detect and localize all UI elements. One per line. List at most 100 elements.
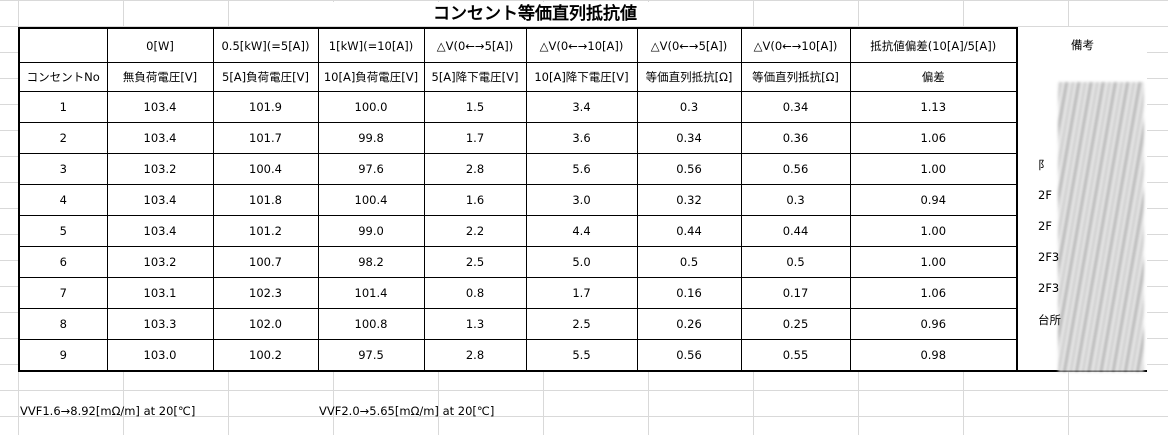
table-row: 5 103.4 101.2 99.0 2.2 4.4 0.44 0.44 1.00 xyxy=(18,215,1147,247)
table-row: 4 103.4 101.8 100.4 1.6 3.0 0.32 0.3 0.94 xyxy=(18,184,1147,216)
table-row: 2 103.4 101.7 99.8 1.7 3.6 0.34 0.36 1.06 xyxy=(18,122,1147,154)
value-cell: 1.00 xyxy=(849,215,1018,247)
header-cell: 等価直列抵抗[Ω] xyxy=(740,62,851,92)
value-cell: 101.7 xyxy=(212,122,319,154)
remark-fragment: 2F xyxy=(1038,188,1052,202)
value-cell: 103.2 xyxy=(106,153,214,185)
value-cell: 1.00 xyxy=(849,246,1018,278)
value-cell: 5.0 xyxy=(525,246,638,278)
remark-fragment: 2F3 xyxy=(1038,281,1060,295)
value-cell: 103.4 xyxy=(106,122,214,154)
value-cell: 101.8 xyxy=(212,184,319,216)
value-cell: 102.3 xyxy=(212,277,319,309)
remark-fragment: 2F3 xyxy=(1038,250,1060,264)
value-cell: 103.2 xyxy=(106,246,214,278)
value-cell: 100.2 xyxy=(212,339,319,372)
outlet-number-cell: 4 xyxy=(18,184,108,216)
value-cell: 101.4 xyxy=(317,277,425,309)
remark-fragment: 台所 xyxy=(1038,313,1061,327)
sheet-title: コンセント等価直列抵抗値 xyxy=(330,2,740,26)
value-cell: 100.4 xyxy=(317,184,425,216)
value-cell: 101.2 xyxy=(212,215,319,247)
table-row: 7 103.1 102.3 101.4 0.8 1.7 0.16 0.17 1.06 xyxy=(18,277,1147,309)
value-cell: 1.06 xyxy=(849,277,1018,309)
value-cell: 1.3 xyxy=(423,308,527,340)
value-cell: 2.5 xyxy=(525,308,638,340)
header-cell: 1[kW](=10[A]) xyxy=(317,27,425,63)
header-cell: 10[A]負荷電圧[V] xyxy=(317,62,425,92)
value-cell: 1.5 xyxy=(423,91,527,123)
value-cell: 0.98 xyxy=(849,339,1018,372)
value-cell: 3.4 xyxy=(525,91,638,123)
value-cell: 0.34 xyxy=(740,91,851,123)
header-cell: 抵抗値偏差(10[A]/5[A]) xyxy=(849,27,1018,63)
header-cell: 無負荷電圧[V] xyxy=(106,62,214,92)
value-cell: 0.56 xyxy=(636,339,742,372)
table-row: 6 103.2 100.7 98.2 2.5 5.0 0.5 0.5 1.00 xyxy=(18,246,1147,278)
value-cell: 0.8 xyxy=(423,277,527,309)
header-cell: コンセントNo xyxy=(18,62,108,92)
value-cell: 2.2 xyxy=(423,215,527,247)
remark-fragment: 2F xyxy=(1038,219,1052,233)
header-cell: 5[A]負荷電圧[V] xyxy=(212,62,319,92)
value-cell: 103.4 xyxy=(106,215,214,247)
value-cell: 2.8 xyxy=(423,153,527,185)
value-cell: 103.1 xyxy=(106,277,214,309)
value-cell: 0.94 xyxy=(849,184,1018,216)
footer-note-vvf20: VVF2.0→5.65[mΩ/m] at 20[℃] xyxy=(319,404,495,418)
value-cell: 99.8 xyxy=(317,122,425,154)
value-cell: 0.34 xyxy=(636,122,742,154)
value-cell: 2.5 xyxy=(423,246,527,278)
outlet-number-cell: 8 xyxy=(18,308,108,340)
value-cell: 4.4 xyxy=(525,215,638,247)
value-cell: 0.3 xyxy=(636,91,742,123)
table-row: 1 103.4 101.9 100.0 1.5 3.4 0.3 0.34 1.13 xyxy=(18,91,1147,123)
header-row-units: 0[W] 0.5[kW](=5[A]) 1[kW](=10[A]) △V(0←→… xyxy=(18,27,1147,63)
value-cell: 1.7 xyxy=(423,122,527,154)
value-cell: 0.55 xyxy=(740,339,851,372)
value-cell: 5.5 xyxy=(525,339,638,372)
header-cell: △V(0←→10[A]) xyxy=(740,27,851,63)
value-cell: 0.36 xyxy=(740,122,851,154)
header-cell: 0.5[kW](=5[A]) xyxy=(212,27,319,63)
outlet-number-cell: 2 xyxy=(18,122,108,154)
value-cell: 97.6 xyxy=(317,153,425,185)
header-cell: 偏差 xyxy=(849,62,1018,92)
header-cell: △V(0←→5[A]) xyxy=(636,27,742,63)
value-cell: 0.5 xyxy=(636,246,742,278)
header-cell: 等価直列抵抗[Ω] xyxy=(636,62,742,92)
value-cell: 3.0 xyxy=(525,184,638,216)
value-cell: 0.26 xyxy=(636,308,742,340)
header-cell: 0[W] xyxy=(106,27,214,63)
value-cell: 1.13 xyxy=(849,91,1018,123)
value-cell: 99.0 xyxy=(317,215,425,247)
outlet-number-cell: 1 xyxy=(18,91,108,123)
value-cell: 100.4 xyxy=(212,153,319,185)
value-cell: 98.2 xyxy=(317,246,425,278)
value-cell: 103.0 xyxy=(106,339,214,372)
resistance-table: 0[W] 0.5[kW](=5[A]) 1[kW](=10[A]) △V(0←→… xyxy=(18,27,1147,372)
value-cell: 0.96 xyxy=(849,308,1018,340)
header-cell-remarks: 備考 xyxy=(1071,38,1094,53)
value-cell: 0.44 xyxy=(740,215,851,247)
value-cell: 102.0 xyxy=(212,308,319,340)
value-cell: 103.4 xyxy=(106,91,214,123)
outlet-number-cell: 3 xyxy=(18,153,108,185)
value-cell: 100.8 xyxy=(317,308,425,340)
value-cell: 0.25 xyxy=(740,308,851,340)
value-cell: 103.4 xyxy=(106,184,214,216)
table-row: 9 103.0 100.2 97.5 2.8 5.5 0.56 0.55 0.98 xyxy=(18,339,1147,372)
value-cell: 1.06 xyxy=(849,122,1018,154)
value-cell: 5.6 xyxy=(525,153,638,185)
value-cell: 1.00 xyxy=(849,153,1018,185)
table-row: 3 103.2 100.4 97.6 2.8 5.6 0.56 0.56 1.00 xyxy=(18,153,1147,185)
value-cell: 0.32 xyxy=(636,184,742,216)
value-cell: 100.7 xyxy=(212,246,319,278)
outlet-number-cell: 5 xyxy=(18,215,108,247)
header-cell: 10[A]降下電圧[V] xyxy=(525,62,638,92)
value-cell: 0.3 xyxy=(740,184,851,216)
value-cell: 0.16 xyxy=(636,277,742,309)
outlet-number-cell: 7 xyxy=(18,277,108,309)
value-cell: 97.5 xyxy=(317,339,425,372)
value-cell: 3.6 xyxy=(525,122,638,154)
